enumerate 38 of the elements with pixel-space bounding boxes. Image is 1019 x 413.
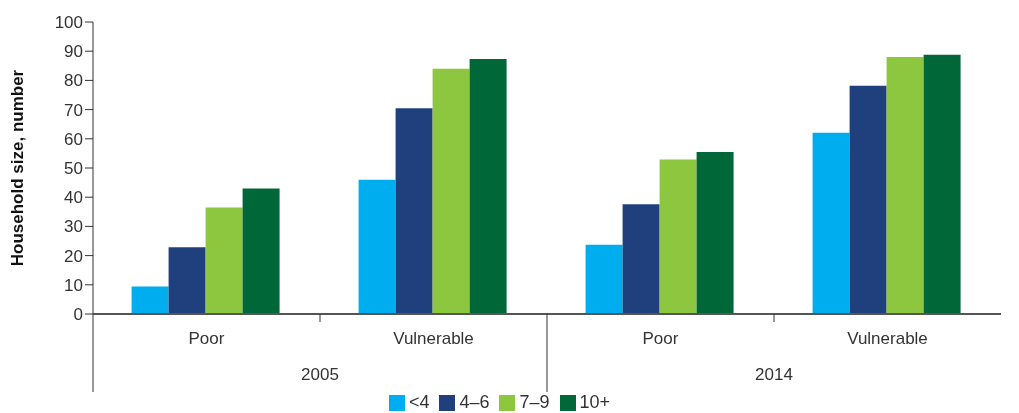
y-tick-label: 60	[64, 129, 83, 149]
y-tick-label: 0	[73, 305, 83, 325]
y-tick-label: 50	[64, 159, 83, 179]
text: 2014	[755, 365, 793, 384]
bar	[849, 85, 887, 314]
bar	[205, 207, 243, 314]
y-axis-title: Household size, number	[8, 69, 28, 267]
bar	[923, 54, 961, 314]
bar	[131, 286, 169, 314]
bar	[168, 247, 206, 314]
y-tick-label: 40	[64, 188, 83, 208]
legend-label: 10+	[579, 392, 611, 412]
y-tick-label: 10	[64, 275, 83, 295]
bar	[242, 188, 280, 314]
bar	[358, 179, 396, 314]
y-tick-label: 90	[64, 42, 83, 62]
bar	[812, 132, 850, 314]
legend-label: 4–6	[459, 392, 490, 412]
y-tick-label: 70	[64, 100, 83, 120]
legend-label: <4	[408, 392, 430, 412]
bar	[469, 59, 507, 314]
x-tick-label: Vulnerable	[847, 329, 928, 348]
bar	[622, 204, 660, 314]
bar	[395, 108, 433, 314]
text: 2005	[301, 365, 339, 384]
y-tick-label: 20	[64, 246, 83, 266]
y-tick-label: 30	[64, 217, 83, 237]
legend-label: 7–9	[519, 392, 550, 412]
bar	[432, 68, 470, 314]
x-tick-label: Vulnerable	[393, 329, 474, 348]
y-tick-label: 80	[64, 71, 83, 91]
bar	[886, 57, 924, 314]
y-tick-label: 100	[54, 13, 83, 33]
x-tick-label: Poor	[642, 329, 679, 348]
bar	[585, 244, 623, 314]
bar	[659, 159, 697, 314]
bar	[696, 151, 734, 314]
x-tick-label: Poor	[188, 329, 225, 348]
